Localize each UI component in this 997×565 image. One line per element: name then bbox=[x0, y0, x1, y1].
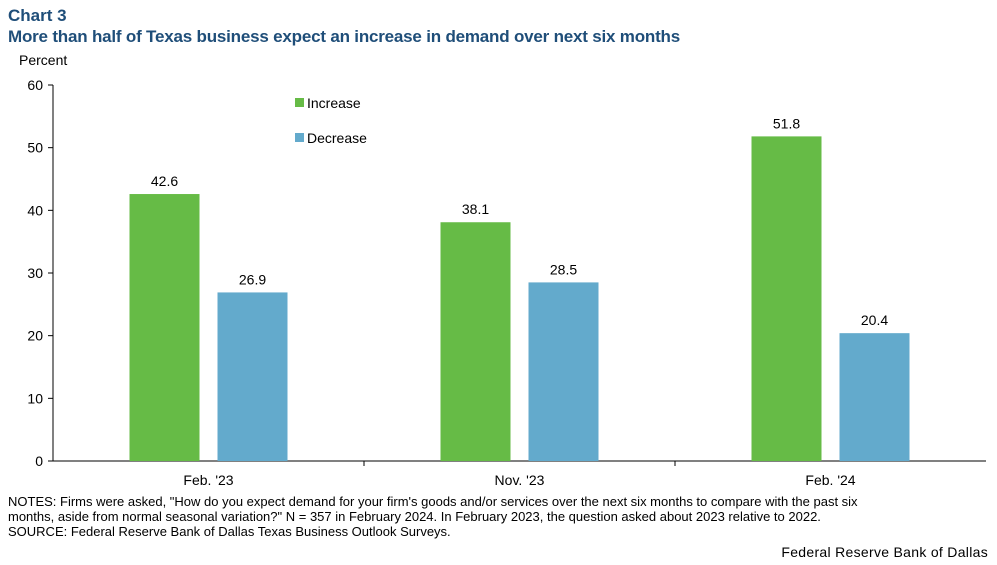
bar-decrease-2 bbox=[528, 282, 599, 461]
x-tick-label: Nov. '23 bbox=[495, 472, 545, 488]
notes: NOTES: Firms were asked, "How do you exp… bbox=[8, 494, 988, 539]
x-tick-label: Feb. '23 bbox=[183, 472, 233, 488]
legend-swatch-increase bbox=[295, 98, 304, 107]
y-tick-label: 0 bbox=[35, 453, 43, 469]
bars: 42.6 26.9 38.1 28.5 51.8 20.4 bbox=[129, 115, 910, 462]
y-tick-label: 30 bbox=[27, 265, 43, 281]
legend-label-increase: Increase bbox=[307, 95, 361, 111]
chart-label: Chart 3 bbox=[8, 6, 67, 25]
source-line: SOURCE: Federal Reserve Bank of Dallas T… bbox=[8, 524, 451, 539]
y-axis-label: Percent bbox=[19, 52, 68, 68]
legend: Increase Decrease bbox=[295, 95, 367, 146]
y-tick-label: 40 bbox=[27, 202, 43, 218]
y-tick-label: 60 bbox=[27, 77, 43, 93]
data-label: 20.4 bbox=[861, 312, 888, 328]
data-label: 51.8 bbox=[773, 115, 800, 131]
data-label: 38.1 bbox=[462, 201, 489, 217]
notes-line-2: months, aside from normal seasonal varia… bbox=[8, 509, 821, 524]
data-label: 26.9 bbox=[239, 271, 266, 287]
y-tick-label: 50 bbox=[27, 140, 43, 156]
bar-increase-1 bbox=[129, 194, 200, 462]
data-label: 42.6 bbox=[151, 173, 178, 189]
chart-title: More than half of Texas business expect … bbox=[8, 27, 680, 46]
legend-label-decrease: Decrease bbox=[307, 130, 367, 146]
footer-credit: Federal Reserve Bank of Dallas bbox=[781, 544, 988, 560]
legend-swatch-decrease bbox=[295, 133, 304, 142]
bar-chart: 0 10 20 30 40 50 60 Feb. '23 Nov. '23 Feb. '24 42… bbox=[27, 77, 986, 488]
bar-increase-2 bbox=[440, 222, 511, 461]
bar-decrease-1 bbox=[217, 292, 288, 461]
data-label: 28.5 bbox=[550, 261, 577, 277]
notes-line-1: NOTES: Firms were asked, "How do you exp… bbox=[8, 494, 858, 509]
bar-decrease-3 bbox=[839, 333, 910, 461]
bar-increase-3 bbox=[751, 136, 822, 462]
y-tick-label: 10 bbox=[27, 390, 43, 406]
y-tick-label: 20 bbox=[27, 328, 43, 344]
axes: 0 10 20 30 40 50 60 Feb. '23 Nov. '23 Feb. '24 bbox=[27, 77, 986, 488]
x-tick-label: Feb. '24 bbox=[805, 472, 855, 488]
